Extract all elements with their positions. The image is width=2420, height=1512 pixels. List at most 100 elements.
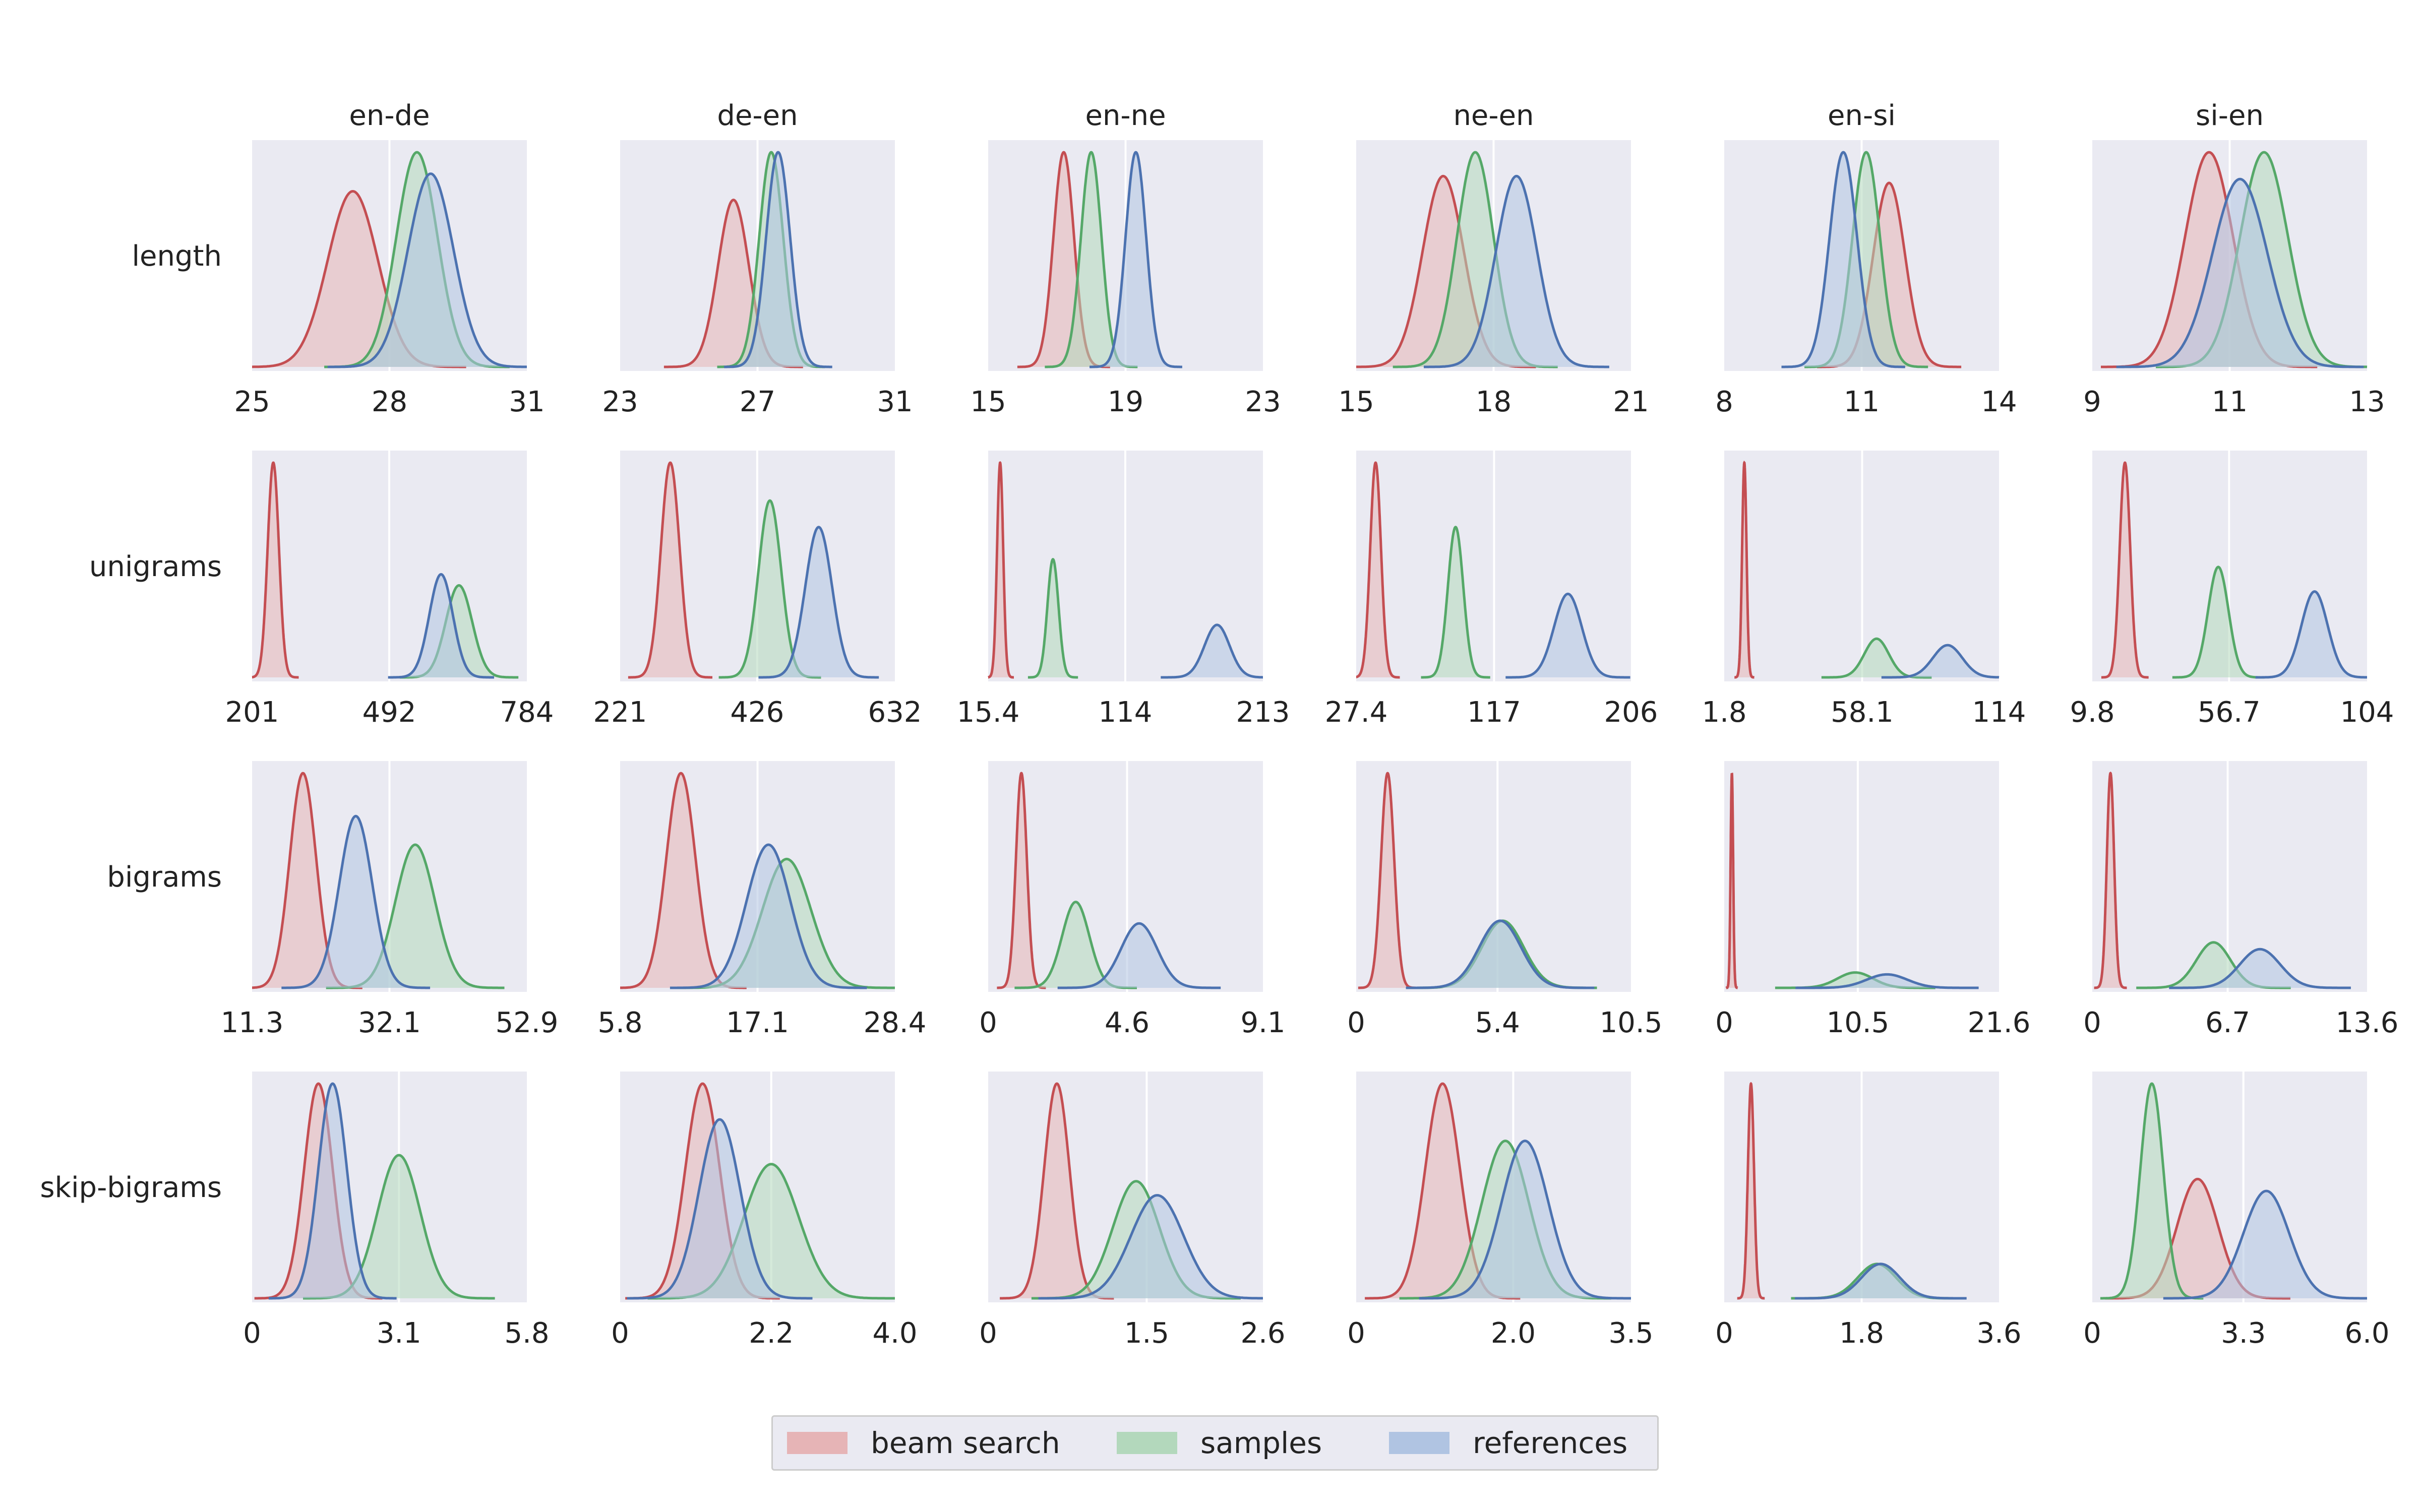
legend-item-references: references	[1389, 1417, 1627, 1469]
panel-bigrams-en-de: 11.3 32.1 52.9	[221, 761, 559, 1039]
density-curve-references	[2255, 590, 2367, 679]
tick-label: 0	[243, 1317, 261, 1350]
tick-label: 9.8	[2070, 696, 2114, 729]
tick-label: 632	[868, 696, 922, 729]
density-fill-references	[2116, 179, 2364, 367]
density-fill-samples	[1421, 527, 1490, 677]
tick-label: 784	[500, 696, 554, 729]
density-fill-samples	[1393, 152, 1558, 367]
density-curve-beam-search	[2101, 461, 2149, 679]
tick-label: 1.8	[1839, 1317, 1884, 1350]
tick-label: 9.1	[1240, 1006, 1285, 1039]
column-title-ne-en: ne-en	[1453, 99, 1534, 132]
tick-label: 14	[1981, 386, 2017, 418]
panel-skip-bigrams-en-de: 0 3.1 5.8	[243, 1072, 550, 1350]
tick-label: 221	[593, 696, 647, 729]
density-fill-samples	[303, 1155, 495, 1298]
density-curve-references	[1505, 592, 1630, 679]
panel-bigrams-de-en: 5.8 17.1 28.4	[597, 761, 926, 1039]
density-fill-samples	[647, 1164, 895, 1298]
tick-label: 31	[509, 386, 544, 418]
tick-label: 2.2	[749, 1317, 794, 1350]
density-fill-beam-search	[1000, 1084, 1114, 1298]
density-fill-references	[1424, 176, 1609, 367]
density-fill-references	[1505, 594, 1630, 677]
density-fill-samples	[2172, 566, 2265, 677]
density-curve-beam-search	[1734, 460, 1755, 679]
tick-label: 15	[970, 386, 1006, 418]
panel-background	[1724, 761, 1999, 992]
tick-label: 25	[234, 386, 270, 418]
density-curve-references	[388, 573, 494, 679]
density-fill-references	[1795, 1264, 1967, 1298]
density-curve-references	[2163, 1189, 2367, 1300]
density-fill-beam-search	[628, 463, 712, 677]
tick-label: 10.5	[1827, 1006, 1890, 1039]
density-fill-samples	[1804, 152, 1928, 367]
density-curve-references	[1881, 644, 2000, 679]
panel-length-en-ne: 15 19 23	[970, 140, 1281, 418]
density-curve-beam-search	[2094, 771, 2127, 989]
density-fill-samples	[1821, 639, 1932, 677]
panel-length-en-de: 25 28 31	[234, 140, 545, 418]
panel-background	[2092, 761, 2367, 992]
tick-label: 27	[740, 386, 775, 418]
panel-bigrams-ne-en: 0 5.4 10.5	[1347, 761, 1662, 1039]
tick-label: 5.4	[1475, 1006, 1520, 1039]
density-fill-samples	[2136, 942, 2291, 988]
tick-label: 6.0	[2344, 1317, 2389, 1350]
density-fill-samples	[1014, 902, 1137, 988]
legend-swatch-references	[1389, 1432, 1449, 1454]
tick-label: 10.5	[1600, 1006, 1663, 1039]
tick-label: 1.8	[1702, 696, 1746, 729]
density-fill-beam-search	[252, 191, 466, 367]
density-curve-beam-search	[628, 461, 712, 679]
tick-label: 11.3	[221, 1006, 284, 1039]
legend-item-samples: samples	[1117, 1417, 1322, 1469]
density-curve-references	[1424, 174, 1609, 368]
density-curve-references	[1161, 623, 1263, 679]
density-fill-samples	[718, 500, 821, 677]
panel-unigrams-en-ne: 15.4 114 213	[957, 451, 1290, 729]
panel-skip-bigrams-en-ne: 0 1.5 2.6	[979, 1072, 1286, 1350]
density-fill-samples	[2100, 1084, 2204, 1298]
tick-label: 1.5	[1124, 1317, 1169, 1350]
panel-bigrams-en-si: 0 10.5 21.6	[1715, 761, 2030, 1039]
density-fill-beam-search	[1726, 773, 1738, 988]
density-fill-beam-search	[2101, 152, 2318, 367]
tick-label: 32.1	[358, 1006, 421, 1039]
density-fill-beam-search	[988, 463, 1014, 677]
density-fill-references	[1781, 152, 1905, 367]
panel-unigrams-si-en: 9.8 56.7 104	[2070, 451, 2394, 729]
tick-label: 6.7	[2205, 1006, 2250, 1039]
density-curve-references	[2169, 948, 2351, 989]
legend: beam search samples references	[771, 1415, 1659, 1471]
column-title-en-si: en-si	[1828, 99, 1896, 132]
tick-label: 4.0	[872, 1317, 917, 1350]
tick-label: 213	[1236, 696, 1290, 729]
density-curve-beam-search	[1737, 1082, 1765, 1300]
density-fill-samples	[1045, 152, 1138, 367]
density-fill-references	[758, 527, 879, 677]
density-fill-references	[724, 152, 832, 367]
tick-label: 52.9	[496, 1006, 559, 1039]
density-curve-references	[1057, 922, 1221, 989]
tick-label: 18	[1476, 386, 1511, 418]
density-curve-references	[1419, 1140, 1631, 1300]
density-curve-beam-search	[252, 461, 299, 679]
density-curve-references	[281, 814, 431, 989]
tick-label: 23	[602, 386, 638, 418]
density-fill-references	[2255, 591, 2367, 677]
panel-length-si-en: 9 11 13	[2083, 140, 2385, 418]
density-fill-samples	[1027, 559, 1078, 677]
density-fill-beam-search	[1358, 773, 1417, 988]
density-fill-references	[1038, 1195, 1263, 1298]
density-fill-references	[1090, 152, 1182, 367]
panel-skip-bigrams-si-en: 0 3.3 6.0	[2083, 1072, 2390, 1350]
density-fill-references	[327, 173, 527, 367]
density-fill-beam-search	[1734, 463, 1754, 677]
density-fill-references	[388, 574, 494, 677]
legend-label-beam-search: beam search	[871, 1426, 1060, 1460]
tick-label: 27.4	[1325, 696, 1388, 729]
density-curve-references	[724, 151, 832, 368]
